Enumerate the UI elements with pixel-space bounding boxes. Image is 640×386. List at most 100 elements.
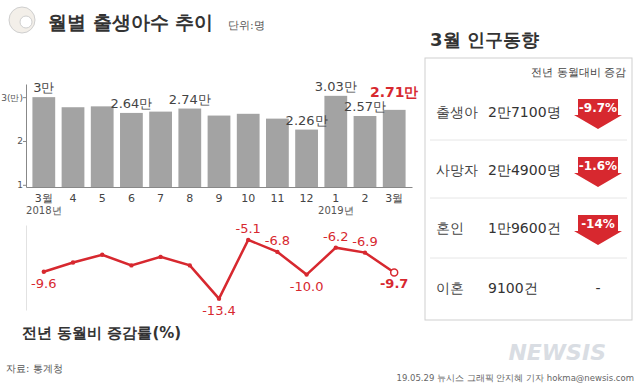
tick-label: 7: [157, 192, 164, 205]
point: [363, 250, 367, 254]
chart-subtitle: 단위:명: [228, 19, 265, 32]
tick: 3(만): [1, 93, 26, 103]
panel-row: 출생아2만7100명-9.7%: [436, 99, 622, 129]
bar: [208, 116, 231, 187]
chart-title: 월별 출생아수 추이: [48, 11, 213, 33]
tick: 8: [186, 192, 193, 205]
tick: 5: [99, 192, 106, 205]
data-label: -6.8: [265, 233, 290, 248]
line-series: [42, 238, 398, 301]
panel-row: 사망자 2만4900명 -1.6%: [430, 140, 627, 187]
data-labels: -9.6-13.4-5.1-6.8-10.0-6.2-6.9-9.7: [31, 221, 408, 318]
bar: [237, 114, 260, 187]
bar: [354, 116, 377, 187]
icon: [9, 7, 35, 33]
point: [100, 253, 104, 257]
canvas: 월별 출생아수 추이단위:명3(만)213월456789101112123월20…: [0, 0, 640, 386]
bar: [383, 110, 406, 187]
bar: [91, 106, 114, 187]
row-divider: [430, 198, 627, 199]
tick-label: 3월: [35, 192, 53, 205]
tick-label: 9: [216, 192, 223, 205]
tick-label: 3(만): [1, 93, 23, 103]
panel-header: 전년 동월대비 증감: [531, 66, 626, 78]
source: 자료: 통계청: [6, 363, 63, 374]
arrow: [574, 99, 622, 129]
row-count: 1만9600건: [488, 220, 561, 236]
tick-label: 3월: [385, 192, 403, 205]
point: [188, 263, 192, 267]
data-label: -6.9: [352, 234, 377, 249]
row-change: -1.6%: [579, 159, 617, 173]
credit: 19.05.29 뉴시스 그래픽 안지혜 기자 hokma@newsis.com: [396, 373, 634, 383]
row-count: 2만4900명: [488, 162, 561, 178]
panel-row: 혼인1만9600건-14%: [430, 198, 627, 245]
data-label: 2.57만: [344, 99, 386, 114]
y-axis: [26, 226, 27, 311]
tick-mark: [23, 141, 26, 142]
data-label: 3.03만: [315, 79, 357, 94]
tick-label: 2: [17, 136, 23, 146]
point: [42, 270, 46, 274]
bar: [120, 113, 143, 187]
y-axis: 3(만)21: [1, 85, 26, 191]
tick: 1: [332, 192, 339, 205]
bars: [32, 96, 405, 187]
bar: [62, 107, 85, 187]
tick: 2: [361, 192, 368, 205]
data-label: -13.4: [202, 303, 236, 318]
data-label: -9.7: [380, 276, 408, 291]
data-label: 2.74만: [169, 92, 211, 107]
row-label: 혼인: [436, 220, 464, 236]
bar: [266, 119, 289, 187]
x-axis: 3월456789101112123월: [27, 188, 413, 205]
tick: 7: [157, 192, 164, 205]
row-divider: [430, 258, 627, 259]
line: [44, 240, 394, 299]
tick: 4: [70, 192, 77, 205]
point: [158, 255, 162, 259]
tick: 10: [241, 192, 255, 205]
data-label: -9.6: [31, 276, 56, 291]
tick: 11: [270, 192, 284, 205]
tick: 3월: [35, 192, 53, 205]
arrow: [574, 157, 622, 187]
arrow: [574, 215, 622, 245]
tick: 12: [300, 192, 314, 205]
row-count: 9100건: [488, 280, 538, 296]
data-label: 2.26만: [286, 113, 328, 128]
icon-face: [20, 16, 32, 28]
page: 월별 출생아수 추이단위:명3(만)213월456789101112123월20…: [0, 0, 640, 386]
tick-label: 1: [332, 192, 339, 205]
tick: 6: [128, 192, 135, 205]
row-count: 2만7100명: [488, 104, 561, 120]
point: [129, 263, 133, 267]
bar: [149, 112, 172, 187]
tick: 2: [17, 136, 26, 146]
tick-label: 5: [99, 192, 106, 205]
data-label: -10.0: [290, 279, 324, 294]
background: [0, 0, 640, 386]
tick-label: 2: [361, 192, 368, 205]
data-labels: 3만2.64만2.74만2.26만3.03만2.57만2.71만: [33, 79, 418, 128]
row-label: 출생아: [436, 104, 478, 120]
tick-label: 4: [70, 192, 77, 205]
data-label: -5.1: [236, 221, 261, 236]
bar: [178, 109, 201, 187]
point: [246, 238, 250, 242]
row-label: 이혼: [436, 280, 464, 296]
tick: 9: [216, 192, 223, 205]
tick: 3월: [385, 192, 403, 205]
tick-label: 6: [128, 192, 135, 205]
point: [217, 296, 221, 300]
data-label: 3만: [33, 80, 54, 95]
data-label: 2.71만: [370, 84, 419, 100]
annotation: 2018년: [26, 205, 61, 216]
axis-line: [26, 226, 27, 311]
row-label: 사망자: [436, 162, 478, 178]
tick-mark: [23, 97, 26, 98]
point: [275, 250, 279, 254]
annotation: 2019년: [318, 205, 353, 216]
tick-label: 10: [241, 192, 255, 205]
point: [334, 245, 338, 249]
